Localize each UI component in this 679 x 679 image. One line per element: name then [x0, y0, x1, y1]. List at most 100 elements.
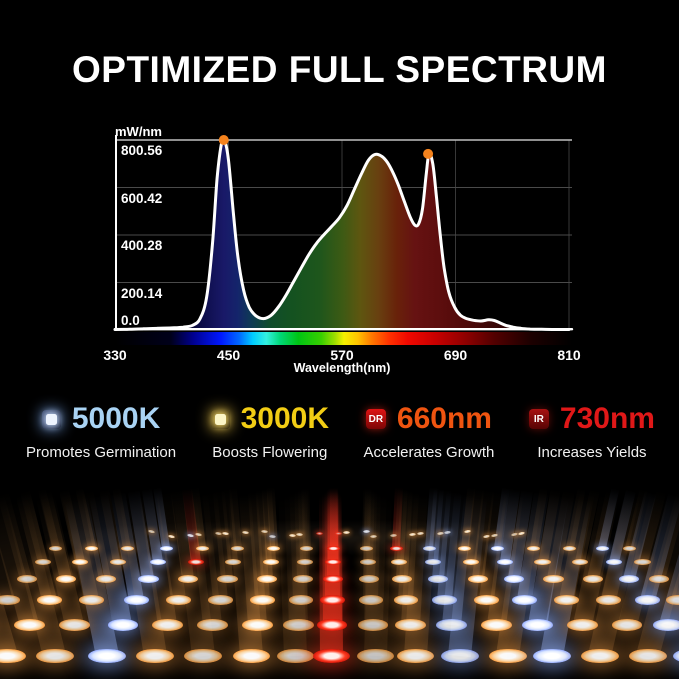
legend-desc: Increases Yields: [537, 444, 647, 461]
led-dot: [231, 545, 245, 551]
led-dot: [395, 619, 426, 631]
led-dot: [195, 545, 209, 551]
led-dot: [359, 545, 373, 551]
led-dot: [462, 558, 479, 566]
led-dot: [322, 575, 344, 583]
spectrum-colorbar: [116, 332, 572, 345]
legend-desc: Promotes Germination: [26, 444, 177, 461]
led-dot: [596, 595, 622, 605]
led-dot: [124, 595, 150, 605]
led-dot: [152, 619, 184, 631]
led-dot: [534, 558, 551, 566]
led-dot: [554, 595, 580, 605]
led-dot: [606, 558, 623, 566]
spectrum-curve: [113, 135, 571, 332]
led-dot: [666, 595, 679, 605]
led-dot: [652, 619, 679, 631]
led-dot: [563, 545, 577, 551]
led-dot: [619, 575, 640, 583]
legend-value: 660nm: [396, 402, 492, 435]
led-dot: [358, 595, 384, 605]
led-dot: [250, 595, 275, 605]
led-dot: [422, 545, 436, 551]
led-dot: [78, 595, 104, 605]
legend-item-730nm-row: IR 730nm: [528, 402, 655, 436]
led-dot: [95, 575, 116, 583]
led-dot: [88, 648, 126, 664]
led-dot: [159, 545, 173, 551]
y-tick-label: 200.14: [121, 285, 163, 301]
led-dot: [634, 595, 660, 605]
legend-item-3000k-row: 3000K: [210, 402, 329, 436]
led-panel-photo: [0, 478, 679, 679]
led-dot: [543, 575, 564, 583]
led-dot: [512, 595, 538, 605]
white-led-chip-icon: [41, 409, 61, 429]
led-dot: [566, 619, 598, 631]
spectrum-area-fill: [115, 137, 569, 330]
led-dot: [34, 558, 51, 566]
led-dot: [138, 575, 159, 583]
led-chip-core: [214, 413, 226, 425]
led-dot: [184, 648, 223, 664]
led-dot: [393, 595, 419, 605]
legend-item-5000k: 5000K Promotes Germination: [26, 402, 176, 461]
led-dot: [262, 558, 279, 566]
led-chip-core: [45, 413, 57, 425]
led-dot: [488, 648, 527, 664]
led-dot: [288, 595, 314, 605]
led-dot: [359, 558, 376, 566]
led-dot: [571, 558, 589, 566]
led-dot: [527, 545, 541, 551]
led-dot: [391, 575, 413, 583]
horizon-led-dot: [241, 530, 249, 535]
led-dot: [36, 648, 74, 664]
horizon-led-dot: [362, 529, 370, 533]
led-dot: [425, 558, 442, 566]
legend: 5000K Promotes Germination 3000K Boosts …: [26, 402, 655, 461]
led-dot: [197, 619, 228, 631]
led-dot: [107, 619, 139, 631]
led-dot: [582, 575, 604, 583]
led-dot: [312, 648, 351, 664]
led-dot: [16, 575, 37, 583]
led-dot: [320, 595, 345, 605]
led-dot: [56, 575, 77, 583]
spectrum-chart-svg: [113, 135, 574, 332]
led-dot: [428, 575, 449, 583]
led-dot: [440, 648, 479, 664]
led-dot: [389, 545, 403, 551]
legend-item-660nm-row: DR 660nm: [365, 402, 492, 436]
horizon-led-dot: [335, 531, 342, 535]
led-dot: [496, 558, 514, 566]
led-dot: [150, 558, 167, 566]
legend-value: 5000K: [71, 402, 161, 435]
horizon-led-dot: [222, 531, 229, 536]
x-tick-label: 450: [216, 347, 241, 363]
led-dot: [177, 575, 199, 583]
led-dot: [474, 595, 499, 605]
led-dot: [276, 648, 315, 664]
led-dot: [532, 648, 571, 664]
led-dot: [300, 545, 314, 551]
led-dot: [325, 558, 342, 566]
led-dot: [166, 595, 191, 605]
led-dot: [293, 575, 314, 583]
peak-marker-dot: [218, 135, 229, 145]
x-axis-label: Wavelength(nm): [293, 361, 391, 375]
led-dot: [467, 575, 488, 583]
led-dot: [85, 545, 99, 551]
led-dot: [356, 648, 395, 664]
led-dot: [72, 558, 89, 566]
warm-led-chip-icon: [210, 409, 230, 429]
led-dot: [14, 619, 45, 631]
led-dot: [458, 545, 472, 551]
horizon-led-dot: [261, 529, 268, 534]
led-dot: [581, 648, 619, 664]
led-dot: [256, 575, 278, 583]
led-dot: [136, 648, 175, 664]
led-dot: [595, 545, 609, 551]
led-dot: [358, 575, 380, 583]
led-dot: [49, 545, 63, 551]
